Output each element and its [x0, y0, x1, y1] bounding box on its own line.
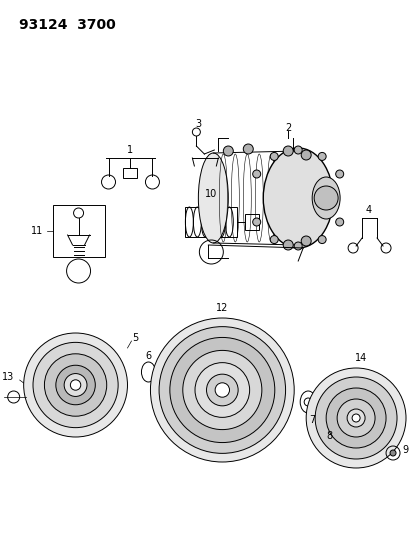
Circle shape — [318, 152, 325, 160]
Circle shape — [336, 399, 374, 437]
Circle shape — [159, 327, 285, 454]
Text: 13: 13 — [2, 372, 14, 382]
Circle shape — [150, 318, 294, 462]
Text: 93124  3700: 93124 3700 — [19, 18, 115, 32]
Circle shape — [183, 350, 261, 430]
Ellipse shape — [311, 177, 339, 219]
Circle shape — [346, 409, 364, 427]
Circle shape — [195, 362, 249, 417]
Circle shape — [223, 146, 233, 156]
Circle shape — [270, 236, 278, 244]
Bar — [52, 205, 104, 257]
Circle shape — [335, 218, 343, 226]
Circle shape — [44, 354, 107, 416]
Text: 8: 8 — [325, 431, 331, 441]
Text: 2: 2 — [285, 123, 291, 133]
Circle shape — [294, 146, 301, 154]
Text: 11: 11 — [31, 226, 43, 236]
Circle shape — [318, 236, 325, 244]
Circle shape — [270, 152, 278, 160]
Circle shape — [294, 242, 301, 250]
Bar — [244, 214, 259, 230]
Bar — [123, 168, 137, 178]
Circle shape — [33, 342, 118, 427]
Circle shape — [243, 144, 253, 154]
Circle shape — [351, 414, 359, 422]
Circle shape — [313, 186, 337, 210]
Circle shape — [24, 333, 127, 437]
Circle shape — [304, 398, 311, 406]
Circle shape — [282, 240, 292, 250]
Circle shape — [306, 368, 405, 468]
Text: 4: 4 — [365, 205, 371, 215]
Text: 14: 14 — [354, 353, 366, 363]
Text: 10: 10 — [205, 189, 217, 199]
Text: 3: 3 — [195, 119, 201, 129]
Bar — [185, 207, 237, 237]
Text: 7: 7 — [308, 415, 315, 425]
Text: 12: 12 — [216, 303, 228, 313]
Ellipse shape — [198, 153, 228, 243]
Circle shape — [56, 365, 95, 405]
Circle shape — [169, 337, 274, 442]
Circle shape — [335, 170, 343, 178]
Circle shape — [70, 380, 81, 390]
Circle shape — [215, 383, 229, 397]
Circle shape — [282, 146, 292, 156]
Text: 9: 9 — [401, 445, 407, 455]
Circle shape — [389, 450, 395, 456]
Circle shape — [314, 377, 396, 459]
Circle shape — [325, 388, 385, 448]
Circle shape — [301, 150, 311, 160]
Circle shape — [252, 218, 260, 226]
Text: 5: 5 — [132, 333, 138, 343]
Circle shape — [301, 236, 311, 246]
Text: 1: 1 — [127, 145, 133, 155]
Ellipse shape — [263, 148, 332, 248]
Text: 6: 6 — [145, 351, 151, 361]
Circle shape — [64, 374, 87, 397]
Circle shape — [206, 374, 237, 406]
Circle shape — [252, 170, 260, 178]
